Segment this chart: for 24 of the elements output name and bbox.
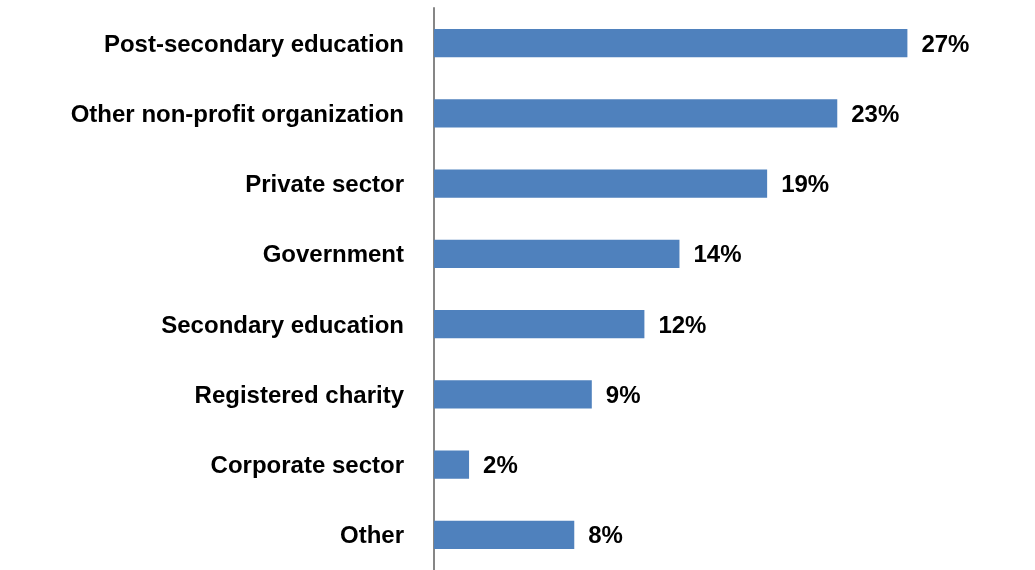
bar — [434, 380, 592, 409]
data-label: 23% — [851, 99, 900, 127]
y-tick-label: Corporate sector — [210, 451, 404, 479]
data-label: 27% — [921, 29, 970, 57]
y-tick-label: Other non-profit organization — [70, 99, 404, 127]
data-label: 2% — [483, 451, 518, 479]
y-tick-label: Private sector — [245, 170, 404, 198]
y-tick-label: Registered charity — [194, 380, 405, 408]
data-label: 8% — [588, 521, 623, 549]
y-tick-label: Government — [262, 240, 404, 268]
data-label: 9% — [605, 380, 641, 408]
bar — [434, 169, 768, 198]
data-label: 12% — [658, 310, 707, 338]
data-label: 19% — [781, 170, 830, 198]
bar — [434, 310, 645, 339]
y-tick-label: Other — [339, 521, 404, 549]
data-label: 14% — [693, 240, 742, 268]
y-tick-label: Post-secondary education — [103, 29, 404, 57]
bar — [434, 99, 838, 128]
bar — [434, 520, 575, 549]
bar — [434, 450, 470, 479]
bar — [434, 239, 680, 268]
y-tick-label: Secondary education — [161, 310, 404, 338]
bar — [434, 29, 908, 58]
